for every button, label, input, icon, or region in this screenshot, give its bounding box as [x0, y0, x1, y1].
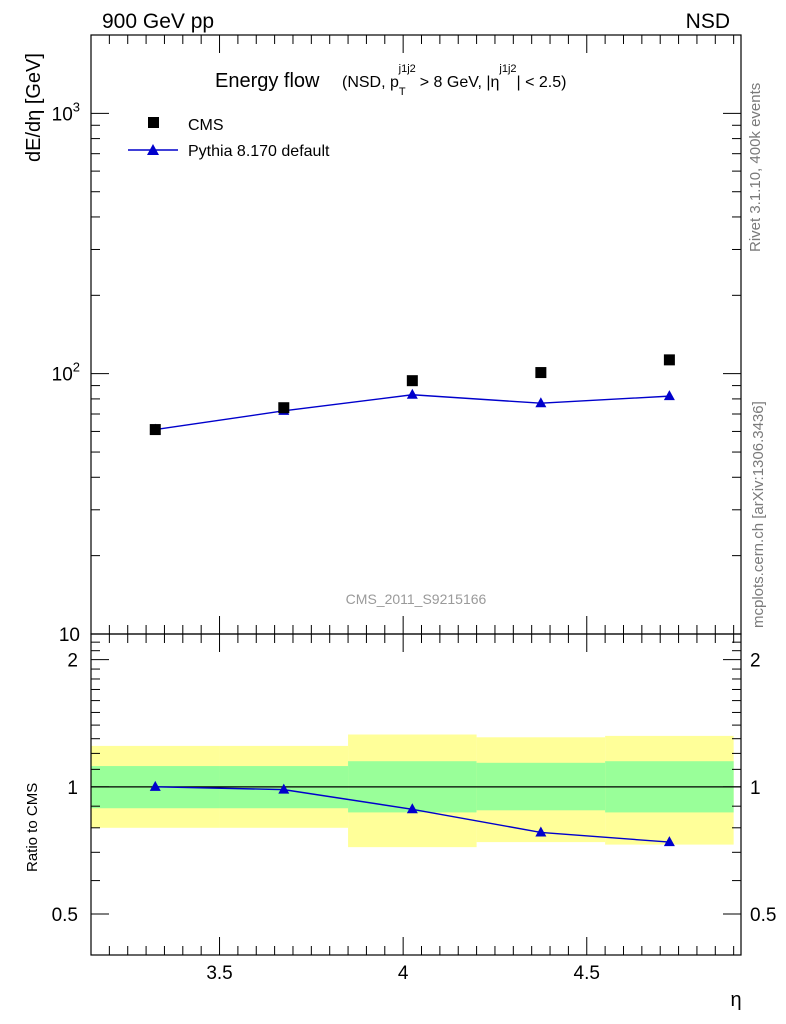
ratio-xtick-label: 3.5	[206, 963, 232, 984]
ratio-point	[406, 803, 418, 814]
main-ytick-label: 10	[59, 625, 80, 646]
ratio-frame	[90, 633, 742, 956]
ratio-bands	[91, 734, 734, 848]
cms-point	[406, 375, 418, 387]
ratio-point	[278, 783, 290, 794]
cms-point	[278, 402, 290, 414]
ratio-xtick-label: 4	[398, 963, 409, 984]
ratio-ytick-label: 0.5	[52, 905, 78, 926]
ratio-ylabel: Ratio to CMS	[24, 783, 41, 872]
main-ytick-label: 102	[52, 360, 80, 386]
source-label: mcplots.cern.ch [arXiv:1306.3436]	[750, 401, 767, 628]
cms-point	[663, 354, 675, 366]
legend-pythia-marker	[147, 144, 159, 155]
analysis-watermark: CMS_2011_S9215166	[346, 591, 487, 607]
ratio-ytick-label-right: 1	[750, 778, 761, 799]
ratio-point	[535, 826, 547, 837]
ratio-ytick-label-right: 0.5	[750, 905, 776, 926]
pythia-point	[663, 390, 675, 401]
ratio-xlabel: η	[730, 989, 741, 1011]
main-ytick-label: 103	[52, 99, 80, 125]
ratio-ytick-label: 1	[67, 778, 78, 799]
cms-point	[535, 367, 547, 379]
legend-cms-marker	[148, 117, 159, 128]
ratio-xtick-label: 4.5	[574, 963, 600, 984]
rivet-label: Rivet 3.1.10, 400k events	[747, 83, 764, 252]
data-marks	[149, 354, 675, 847]
main-ylabel: dE/dη [GeV]	[23, 53, 45, 162]
legend-pythia-label: Pythia 8.170 default	[188, 143, 330, 160]
ratio-ytick-label: 2	[67, 651, 78, 672]
title-main: Energy flow	[215, 70, 320, 92]
axes: 10 102 103 3.5 4 4.5 η 0.5 0.5 1 1 2 2	[52, 34, 776, 1011]
pythia-point	[406, 388, 418, 399]
pythia-line	[155, 394, 670, 431]
legend: CMS Pythia 8.170 default	[128, 117, 330, 160]
title-detail: (NSD, pTj1j2> 8 GeV, |ηj1j2| < 2.5)	[342, 63, 566, 98]
ratio-ytick-label-right: 2	[750, 651, 761, 672]
ratio-point	[149, 780, 161, 791]
pythia-point	[535, 397, 547, 408]
header-right: NSD	[686, 10, 730, 33]
cms-point	[149, 424, 161, 436]
ratio-point	[663, 836, 675, 847]
header-left: 900 GeV pp	[102, 10, 214, 33]
plot-title: Energy flow (NSD, pTj1j2> 8 GeV, |ηj1j2|…	[215, 63, 566, 98]
legend-cms-label: CMS	[188, 117, 224, 134]
